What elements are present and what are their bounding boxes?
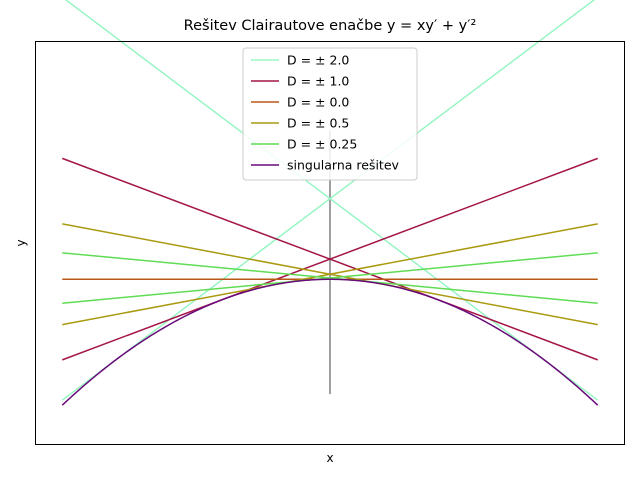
series-line-4-1 xyxy=(62,252,598,304)
legend-label-3: D = ± 0.5 xyxy=(287,116,349,131)
series-curve-5 xyxy=(61,278,599,406)
plot-area xyxy=(61,0,599,406)
legend: D = ± 2.0 D = ± 1.0 D = ± 0.0 D = ± 0.5 D = … xyxy=(242,47,418,181)
y-axis-label: y xyxy=(14,239,28,246)
legend-label-0: D = ± 2.0 xyxy=(287,53,349,68)
legend-label-2: D = ± 0.0 xyxy=(287,95,349,110)
series-line-3-1 xyxy=(62,223,598,326)
chart-title: Rešitev Clairautove enačbe y = xy′ + y′² xyxy=(184,18,477,34)
series-line-0-1 xyxy=(64,0,599,401)
x-axis-label: x xyxy=(326,451,333,465)
legend-box xyxy=(242,47,418,181)
series-line-1-1 xyxy=(62,157,598,361)
legend-label-4: D = ± 0.25 xyxy=(287,137,357,152)
axes-frame xyxy=(35,41,625,445)
legend-label-5: singularna rešitev xyxy=(287,158,400,173)
legend-label-1: D = ± 1.0 xyxy=(287,74,349,89)
